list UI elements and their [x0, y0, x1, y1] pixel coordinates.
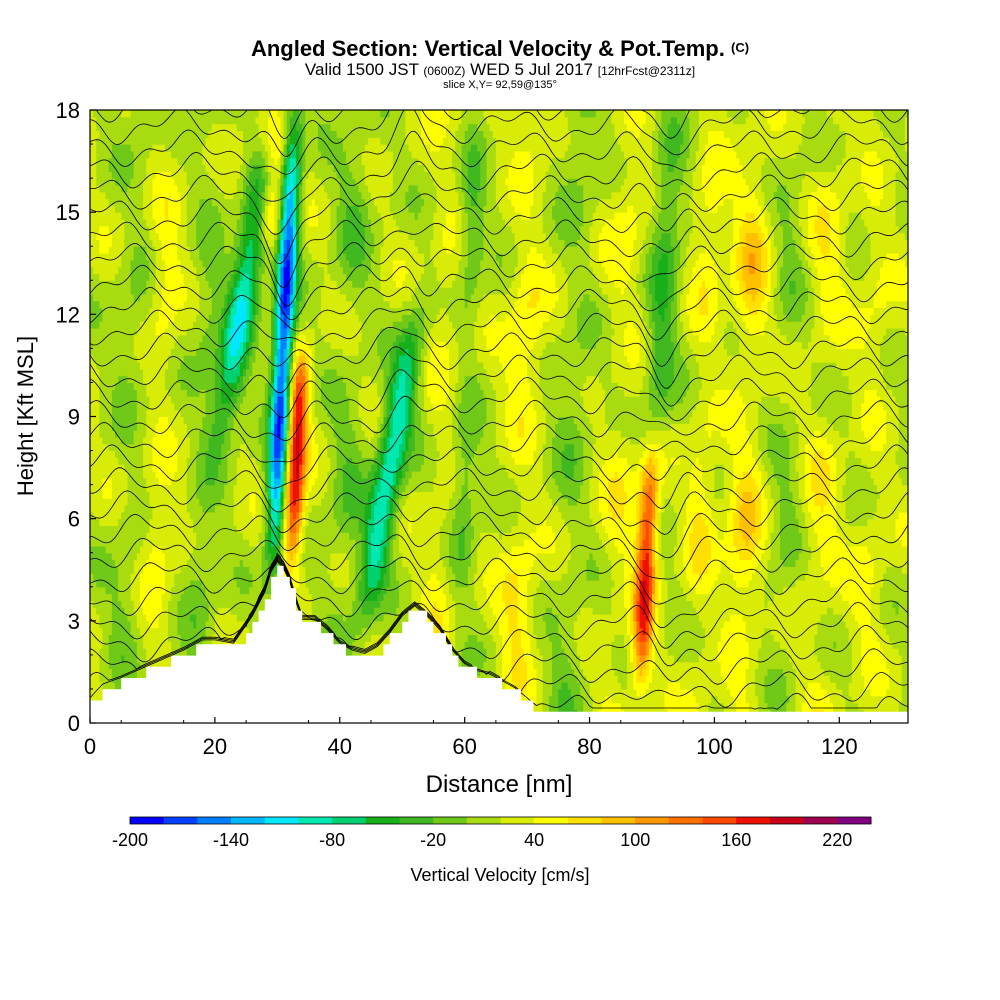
colorbar-swatch [130, 817, 165, 824]
colorbar-swatch [635, 817, 670, 824]
colorbar: -200 -140 -80 -20 40 100 160 220 [112, 816, 872, 850]
theta-contour [90, 110, 908, 158]
x-axis: 0 20 40 60 80 100 120 [84, 717, 872, 759]
x-tick-label: 0 [84, 734, 96, 759]
colorbar-swatch [736, 817, 771, 824]
terrain-profile [90, 565, 908, 723]
colorbar-label: Vertical Velocity [cm/s] [410, 865, 589, 885]
y-tick-label: 12 [56, 302, 80, 327]
y-axis: 0 3 6 9 12 15 18 [56, 98, 96, 736]
x-tick-label: 80 [577, 734, 601, 759]
colorbar-swatch [399, 817, 434, 824]
y-axis-label: Height [Kft MSL] [13, 336, 38, 496]
theta-contour [90, 242, 908, 307]
colorbar-frame [129, 816, 872, 825]
colorbar-swatch [803, 817, 838, 824]
colorbar-tick-label: 220 [822, 830, 852, 850]
chart-title: Angled Section: Vertical Velocity & Pot.… [0, 36, 1000, 62]
y-tick-label: 3 [68, 609, 80, 634]
colorbar-swatch [702, 817, 737, 824]
y-tick-label: 18 [56, 98, 80, 123]
colorbar-swatch [332, 817, 367, 824]
colorbar-tick-label: -140 [213, 830, 249, 850]
y-tick-label: 0 [68, 711, 80, 736]
colorbar-tick-label: 100 [620, 830, 650, 850]
colorbar-swatch [601, 817, 636, 824]
valid-time: Valid 1500 JST [304, 60, 419, 79]
colorbar-swatch [231, 817, 266, 824]
colorbar-swatch [466, 817, 501, 824]
x-tick-label: 60 [452, 734, 476, 759]
theta-contour [90, 326, 908, 389]
colorbar-tick-label: -200 [112, 830, 148, 850]
colorbar-swatch [197, 817, 232, 824]
theta-contour [90, 110, 908, 175]
colorbar-tick-label: 40 [524, 830, 544, 850]
theta-contour [90, 511, 908, 559]
theta-contour [90, 193, 908, 265]
theta-contour [90, 219, 908, 289]
colorbar-swatch [837, 817, 872, 824]
theta-contour [90, 552, 908, 605]
theta-contour [90, 308, 908, 367]
x-tick-label: 20 [203, 734, 227, 759]
colorbar-swatch [769, 817, 805, 824]
colorbar-swatch [567, 817, 603, 824]
potential-temperature-contours [90, 110, 908, 710]
y-tick-label: 6 [68, 507, 80, 532]
colorbar-swatch [500, 817, 535, 824]
colorbar-swatch [163, 817, 198, 824]
slice-info: slice X,Y= 92,59@135° [443, 79, 557, 91]
theta-contour [90, 422, 908, 463]
theta-contour [90, 369, 908, 422]
y-tick-label: 15 [56, 200, 80, 225]
chart-title-unit: (C) [731, 40, 750, 55]
theta-contour [90, 489, 908, 535]
valid-zulu: (0600Z) [423, 64, 466, 78]
colorbar-tick-label: -20 [420, 830, 446, 850]
theta-contour [90, 160, 908, 235]
colorbar-tick-label: 160 [721, 830, 751, 850]
colorbar-tick-label: -80 [319, 830, 345, 850]
theta-contour [90, 130, 908, 202]
colorbar-swatch [365, 817, 400, 824]
vertical-velocity-field [90, 110, 908, 723]
colorbar-swatch [264, 817, 299, 824]
y-tick-label: 9 [68, 405, 80, 430]
forecast-info: [12hrFcst@2311z] [597, 64, 696, 78]
theta-contour [95, 110, 908, 139]
theta-contour [90, 264, 908, 321]
theta-contour [90, 534, 908, 580]
theta-contour [90, 556, 908, 667]
theta-contour [90, 467, 908, 513]
theta-contour [90, 554, 908, 629]
x-tick-label: 40 [328, 734, 352, 759]
x-axis-label: Distance [nm] [426, 771, 573, 798]
x-tick-label: 120 [821, 734, 858, 759]
colorbar-swatch [534, 817, 569, 824]
theta-contour [90, 555, 908, 649]
theta-contour [90, 395, 908, 442]
valid-date: WED 5 Jul 2017 [470, 60, 593, 79]
colorbar-swatch [298, 817, 333, 824]
chart-title-text: Angled Section: Vertical Velocity & Pot.… [250, 36, 725, 61]
theta-contour [90, 559, 908, 708]
chart-subtitle: Valid 1500 JST (0600Z) WED 5 Jul 2017 [1… [0, 60, 1000, 80]
colorbar-swatch [433, 817, 468, 824]
colorbar-swatch [668, 817, 704, 824]
theta-contour [90, 444, 908, 489]
theta-contour [90, 286, 908, 341]
x-tick-label: 100 [696, 734, 733, 759]
theta-contour [90, 558, 908, 685]
theta-contour [90, 346, 908, 407]
